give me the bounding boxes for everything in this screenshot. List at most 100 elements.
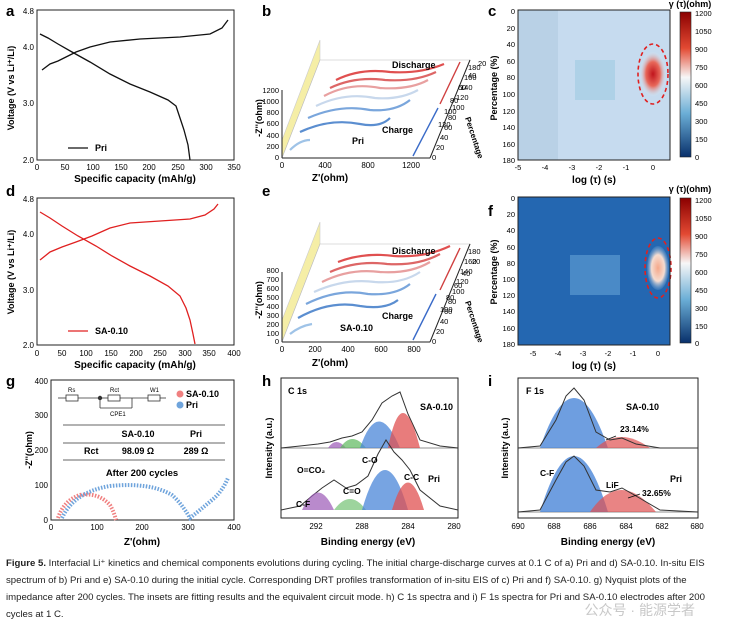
y-axis-label: Voltage (V vs Li⁺/Li): [6, 230, 16, 315]
peak-green-top: [340, 439, 366, 448]
y-axis-label: Voltage (V vs Li⁺/Li): [6, 46, 16, 131]
spectrum-top: [280, 391, 459, 449]
svg-text:350: 350: [202, 349, 216, 358]
y-ticks: 2.0 3.0 4.0 4.8: [23, 195, 35, 350]
sample-label-bottom: Pri: [670, 474, 682, 484]
svg-text:1200: 1200: [695, 196, 712, 205]
svg-text:200: 200: [142, 163, 156, 172]
svg-text:0: 0: [280, 161, 285, 170]
svg-text:900: 900: [695, 45, 708, 54]
svg-text:160: 160: [502, 324, 515, 333]
svg-text:100: 100: [502, 90, 515, 99]
svg-text:160: 160: [502, 140, 515, 149]
svg-text:60: 60: [507, 243, 515, 252]
svg-text:300: 300: [181, 523, 195, 532]
svg-text:60: 60: [444, 123, 452, 132]
highlight-ellipse: [644, 237, 672, 299]
svg-text:140: 140: [460, 83, 473, 92]
legend-marker-pri: [176, 401, 184, 409]
p-axis-label: Percentage: [463, 300, 485, 344]
svg-text:0: 0: [49, 523, 54, 532]
colorbar-ticks: 1200 1050 900 750 600 450 300 150 0: [695, 9, 712, 162]
y-ticks: 0 20 40 60 80 100 120 140 160 180: [502, 7, 515, 165]
caption-text: Interfacial Li⁺ kinetics and chemical co…: [6, 558, 705, 620]
x-axis-label: Specific capacity (mAh/g): [74, 174, 196, 185]
table-row-label: Rct: [84, 446, 99, 456]
svg-text:100: 100: [444, 107, 457, 116]
table-header-sa: SA-0.10: [121, 429, 154, 439]
hot-peak: [647, 246, 669, 290]
figure-5: a 0 50 100 150 200 250 300 350 2.0 3.0 4…: [6, 0, 712, 548]
svg-text:600: 600: [374, 345, 388, 354]
x-ticks: -5 -4 -3 -2 -1 0: [515, 163, 655, 172]
discharge-arrow: [439, 61, 461, 105]
discharge-curve: [39, 211, 196, 345]
circuit-cpe1: CPE1: [110, 412, 126, 418]
panel-label: e: [262, 183, 270, 200]
svg-text:40: 40: [462, 269, 470, 278]
legend-label: SA-0.10: [95, 326, 128, 336]
svg-text:120: 120: [456, 277, 469, 286]
peak-red-top: [388, 413, 420, 448]
svg-text:0: 0: [656, 349, 660, 358]
peak-lif-bottom: [590, 490, 656, 512]
svg-text:900: 900: [695, 232, 708, 241]
svg-text:400: 400: [227, 349, 241, 358]
highlight-ellipse: [637, 43, 669, 105]
peak-label-co: C-O: [362, 455, 378, 465]
y-axis-label: -Z''(ohm): [24, 431, 34, 469]
panel-b: b 0 400 800 1200 0 200 400 600 800 1000 …: [254, 3, 486, 184]
p-axis: [429, 59, 471, 159]
panel-g: g 0 100 200 300 400 0 100 200 300 400 Z'…: [6, 373, 241, 548]
svg-text:60: 60: [458, 83, 466, 92]
charge-curve: [39, 203, 219, 261]
svg-text:0: 0: [432, 337, 436, 346]
svg-text:250: 250: [153, 349, 167, 358]
svg-text:4.8: 4.8: [23, 7, 35, 16]
svg-text:-5: -5: [530, 349, 537, 358]
svg-text:4.8: 4.8: [23, 195, 35, 204]
svg-text:284: 284: [401, 522, 415, 531]
svg-text:40: 40: [440, 317, 448, 326]
svg-text:-4: -4: [542, 163, 549, 172]
panel-label: a: [6, 3, 15, 20]
svg-text:600: 600: [695, 81, 708, 90]
svg-text:120: 120: [438, 120, 451, 129]
svg-text:682: 682: [655, 522, 669, 531]
svg-text:1050: 1050: [695, 27, 712, 36]
svg-text:180: 180: [468, 247, 481, 256]
peak-purple-bottom: [302, 492, 334, 510]
svg-text:1200: 1200: [402, 161, 420, 170]
x-axis-label: log (τ) (s): [572, 175, 616, 186]
svg-text:800: 800: [407, 345, 421, 354]
svg-text:750: 750: [695, 250, 708, 259]
svg-text:40: 40: [507, 40, 515, 49]
x-axis-label: Z'(ohm): [312, 358, 348, 369]
x-axis-label: Binding energy (eV): [321, 537, 415, 548]
svg-text:100: 100: [90, 523, 104, 532]
svg-text:120: 120: [456, 93, 469, 102]
heat-region: [570, 255, 620, 295]
panel-e: e 0 200 400 600 800 0 100 200 300 400 50…: [254, 183, 485, 369]
x-ticks: 0 50 100 150 200 250 300 350: [35, 163, 241, 172]
panel-d: d 0 50 100 150 200 250 300 350 400 2.0 3…: [6, 183, 241, 371]
svg-text:1200: 1200: [695, 9, 712, 18]
svg-text:-1: -1: [630, 349, 637, 358]
circuit-rct: Rct: [110, 388, 119, 394]
spectrum-bottom: [517, 455, 699, 513]
discharge-label: Discharge: [392, 246, 436, 256]
table-cell-pri: 289 Ω: [184, 446, 209, 456]
svg-text:800: 800: [266, 266, 279, 275]
y-axis-label: -Z''(ohm): [254, 281, 264, 319]
discharge-curve: [39, 33, 191, 161]
caption-label: Figure 5.: [6, 558, 46, 569]
svg-text:500: 500: [266, 293, 279, 302]
svg-text:0: 0: [651, 163, 655, 172]
y-axis-label: Percentage (%): [489, 55, 499, 120]
svg-text:0: 0: [280, 345, 285, 354]
svg-text:100: 100: [452, 103, 465, 112]
svg-text:200: 200: [308, 345, 322, 354]
panel-i: i F 1s SA-0.10 23.14% C-F LiF Pri 32.65%…: [488, 373, 704, 548]
svg-text:0: 0: [35, 349, 40, 358]
svg-text:140: 140: [502, 123, 515, 132]
